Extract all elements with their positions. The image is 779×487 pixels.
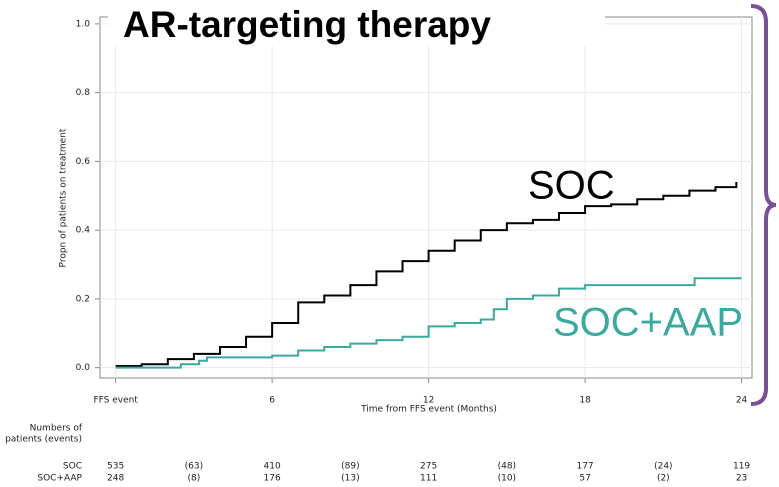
- y-tick-label: 0.6: [76, 157, 91, 167]
- risk-cell: (63): [185, 462, 203, 472]
- x-tick-label: 12: [423, 396, 434, 406]
- risk-cell: (24): [654, 462, 672, 472]
- annotation: SOC: [528, 164, 615, 208]
- step-line: [115, 277, 742, 369]
- y-tick-label: 0.4: [76, 226, 91, 236]
- risk-cell: 248: [107, 474, 124, 484]
- risk-cell: 119: [733, 462, 750, 472]
- title-box: [108, 0, 605, 46]
- y-tick-label: 0.0: [76, 363, 91, 373]
- chart-title: AR-targeting therapy: [123, 4, 491, 45]
- risk-cell: 535: [107, 462, 124, 472]
- risk-cell: 176: [264, 474, 281, 484]
- y-axis-label: Propn of patients on treatment: [59, 128, 69, 267]
- marks: [115, 182, 742, 369]
- x-axis-label: Time from FFS event (Months): [360, 405, 497, 415]
- x-tick-label: FFS event: [93, 396, 138, 406]
- risk-row-label: SOC+AAP: [37, 474, 82, 484]
- risk-cell: 275: [420, 462, 437, 472]
- risk-cell: 410: [264, 462, 281, 472]
- risk-cell: (8): [188, 474, 201, 484]
- x-tick-label: 24: [736, 396, 748, 406]
- risk-cell: (48): [498, 462, 516, 472]
- risk-cell: 177: [576, 462, 593, 472]
- y-tick-label: 1.0: [76, 19, 91, 29]
- risk-cell: (89): [341, 462, 359, 472]
- risk-cell: 23: [736, 474, 747, 484]
- bracket: [750, 4, 777, 406]
- step-line: [115, 182, 738, 367]
- risk-cell: (2): [657, 474, 670, 484]
- annotation: SOC+AAP: [553, 301, 743, 345]
- risk-cell: 111: [420, 474, 437, 484]
- risk-row-label: SOC: [63, 462, 82, 472]
- risk-cell: (13): [341, 474, 359, 484]
- y-tick-label: 0.2: [76, 294, 90, 304]
- risk-table-heading: patients (events): [5, 435, 82, 445]
- risk-table-heading: Numbers of: [30, 424, 83, 434]
- grid: [100, 17, 752, 378]
- risk-cell: 57: [579, 474, 590, 484]
- x-tick-label: 6: [269, 396, 275, 406]
- y-tick-label: 0.8: [76, 88, 91, 98]
- risk-cell: (10): [498, 474, 516, 484]
- x-tick-label: 18: [579, 396, 591, 406]
